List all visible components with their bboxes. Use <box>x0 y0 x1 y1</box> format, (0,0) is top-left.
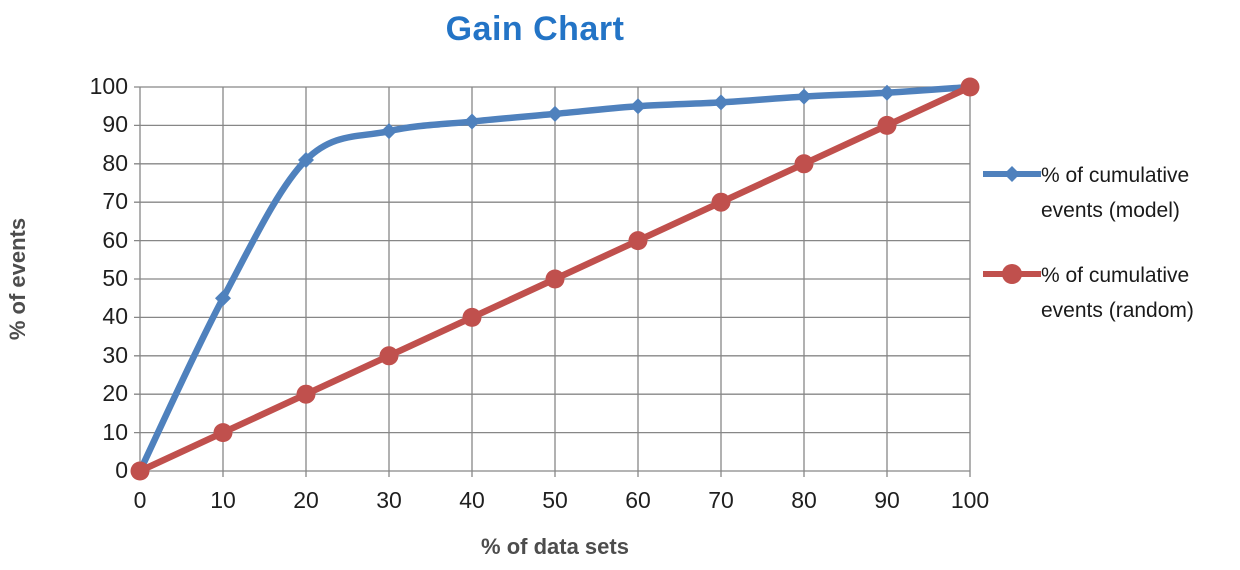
model-series-legend-marker-icon <box>983 166 1041 182</box>
legend: % of cumulative events (model) % of cumu… <box>983 158 1233 358</box>
model-series-marker <box>796 88 812 105</box>
x-tick-label: 50 <box>542 487 568 513</box>
x-axis-title: % of data sets <box>481 534 629 559</box>
model-series-line <box>136 83 974 475</box>
y-tick-label: 30 <box>102 341 128 368</box>
x-tick-label: 20 <box>293 487 319 513</box>
y-tick-label: 50 <box>102 265 128 291</box>
random-series-marker <box>130 461 150 481</box>
random-series-marker <box>296 384 316 404</box>
random-series-marker <box>462 307 482 327</box>
random-series-marker <box>711 192 731 212</box>
x-tick-label: 30 <box>376 487 402 513</box>
random-series-marker <box>877 115 897 135</box>
x-tick-label: 100 <box>950 487 990 513</box>
y-tick-label: 80 <box>102 149 128 176</box>
y-tick-label: 10 <box>102 418 128 445</box>
x-tick-label: 70 <box>708 487 734 513</box>
x-tick-label: 10 <box>210 487 236 513</box>
y-tick-label: 90 <box>102 111 128 138</box>
model-series-marker <box>879 84 895 101</box>
y-tick-label: 60 <box>102 226 128 253</box>
random-series-marker <box>379 346 399 366</box>
legend-label-model: % of cumulative events (model) <box>1041 164 1190 222</box>
random-series-marker <box>628 231 648 251</box>
x-tick-label: 0 <box>133 487 147 513</box>
model-series-marker <box>547 105 563 122</box>
model-series-marker <box>215 290 231 307</box>
y-tick-label: 40 <box>102 303 128 330</box>
y-tick-label: 100 <box>89 73 128 99</box>
y-tick-label: 20 <box>102 380 128 407</box>
y-tick-label: 0 <box>115 457 128 483</box>
x-tick-label: 90 <box>874 487 900 513</box>
x-tick-label: 80 <box>791 487 817 513</box>
random-series-marker <box>960 77 980 97</box>
y-tick-label: 70 <box>102 188 128 215</box>
model-series-marker <box>630 98 646 115</box>
x-tick-label: 40 <box>459 487 485 513</box>
model-series-marker <box>713 94 729 111</box>
legend-entry-random: % of cumulative events (random) <box>983 258 1233 328</box>
legend-label-random: % of cumulative events (random) <box>1041 264 1194 322</box>
random-series-marker <box>213 423 233 443</box>
model-series-marker <box>464 113 480 130</box>
random-series-marker <box>545 269 565 289</box>
model-series-marker <box>298 151 314 168</box>
chart-title: Gain Chart <box>445 10 625 48</box>
legend-entry-model: % of cumulative events (model) <box>983 158 1233 228</box>
model-series-marker <box>381 123 397 140</box>
random-series-marker <box>794 154 814 174</box>
x-tick-label: 60 <box>625 487 651 513</box>
random-series-legend-marker-icon <box>983 264 1041 284</box>
